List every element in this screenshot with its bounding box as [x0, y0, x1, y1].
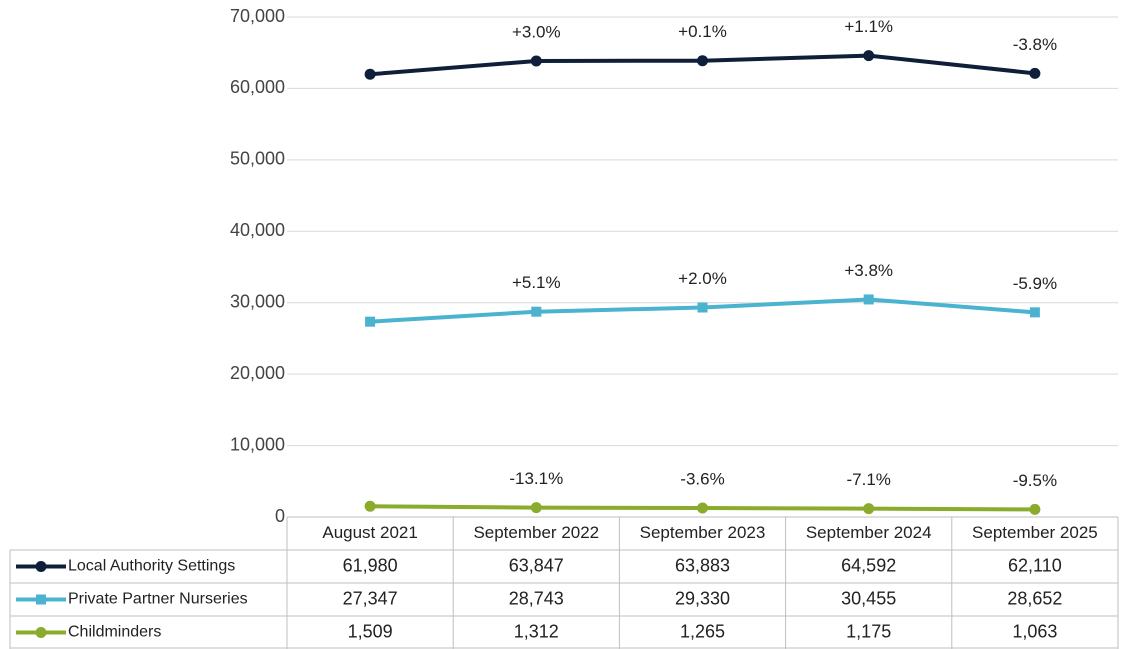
table-cell: 1,509: [348, 621, 393, 641]
y-tick-label: 20,000: [230, 363, 285, 383]
change-label: +3.8%: [844, 261, 893, 280]
table-cell: 61,980: [343, 555, 398, 575]
x-tick-label: September 2023: [640, 523, 766, 542]
legend-label: Childminders: [68, 624, 161, 641]
table-cell: 1,312: [514, 621, 559, 641]
marker: [364, 500, 376, 512]
marker: [364, 68, 376, 80]
table-cell: 1,175: [846, 621, 891, 641]
table-cell: 1,063: [1012, 621, 1057, 641]
change-label: +2.0%: [678, 269, 727, 288]
legend-marker: [35, 627, 47, 638]
change-label: +3.0%: [512, 22, 561, 41]
marker: [530, 502, 542, 514]
y-tick-label: 30,000: [230, 291, 285, 311]
marker: [863, 50, 875, 62]
marker: [697, 502, 708, 514]
change-label: +5.1%: [512, 273, 561, 292]
table-cell: 30,455: [841, 588, 896, 608]
legend-label: Private Partner Nurseries: [68, 591, 248, 608]
legend-marker: [35, 561, 47, 572]
marker: [863, 503, 875, 515]
table-cell: 29,330: [675, 588, 730, 608]
marker: [531, 306, 542, 317]
marker: [365, 316, 376, 327]
x-tick-label: August 2021: [322, 523, 417, 542]
y-tick-label: 0: [275, 506, 285, 526]
change-label: -13.1%: [509, 469, 563, 488]
marker: [697, 55, 708, 67]
change-label: -9.5%: [1013, 471, 1057, 490]
table-cell: 63,847: [509, 555, 564, 575]
table-cell: 64,592: [841, 555, 896, 575]
marker: [1029, 307, 1040, 318]
marker: [530, 55, 542, 67]
change-label: +1.1%: [844, 17, 893, 36]
change-label: -5.9%: [1013, 274, 1057, 293]
table-cell: 1,265: [680, 621, 725, 641]
marker: [697, 302, 708, 313]
table-cell: 62,110: [1008, 555, 1062, 575]
y-tick-label: 50,000: [230, 149, 285, 169]
legend-label: Local Authority Settings: [68, 558, 235, 575]
marker: [1029, 503, 1041, 515]
marker: [863, 294, 874, 305]
y-tick-label: 60,000: [230, 77, 285, 97]
table-cell: 27,347: [343, 588, 398, 608]
change-label: -7.1%: [846, 470, 890, 489]
change-label: +0.1%: [678, 22, 727, 41]
y-tick-label: 70,000: [230, 6, 285, 26]
marker: [1029, 67, 1041, 79]
table-cell: 63,883: [675, 555, 730, 575]
change-label: -3.6%: [680, 469, 724, 488]
change-label: -3.8%: [1013, 35, 1057, 54]
x-tick-label: September 2025: [972, 523, 1098, 542]
table-cell: 28,652: [1007, 588, 1062, 608]
legend-marker: [36, 594, 46, 605]
y-tick-label: 40,000: [230, 220, 285, 240]
table-cell: 28,743: [509, 588, 564, 608]
x-tick-label: September 2024: [806, 523, 932, 542]
y-tick-label: 10,000: [230, 434, 285, 454]
x-tick-label: September 2022: [473, 523, 599, 542]
